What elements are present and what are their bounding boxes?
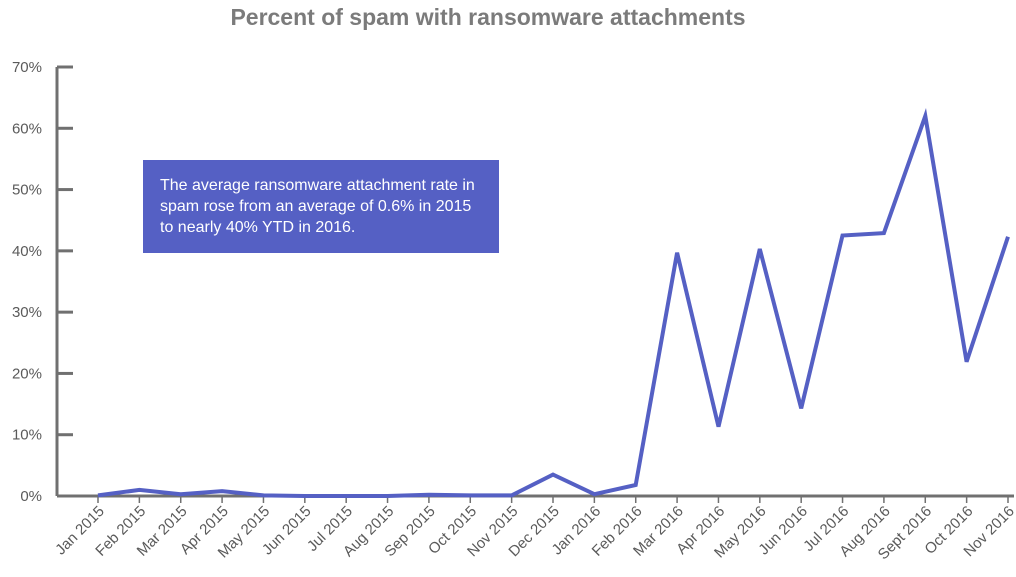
annotation-box: The average ransomware attachment rate i… [143,160,499,253]
y-axis: 0% 10% 20% 30% 40% 50% 60% 70% [12,59,73,505]
y-tick-label: 10% [12,427,42,444]
chart-title: Percent of spam with ransomware attachme… [230,4,746,30]
y-tick-label: 70% [12,59,42,76]
y-tick-label: 40% [12,243,42,260]
y-tick-label: 30% [12,304,42,321]
y-tick-label: 60% [12,120,42,137]
y-tick-label: 50% [12,182,42,199]
series-layer [97,108,1010,498]
y-tick-label: 0% [20,488,42,505]
y-tick-label: 20% [12,365,42,382]
